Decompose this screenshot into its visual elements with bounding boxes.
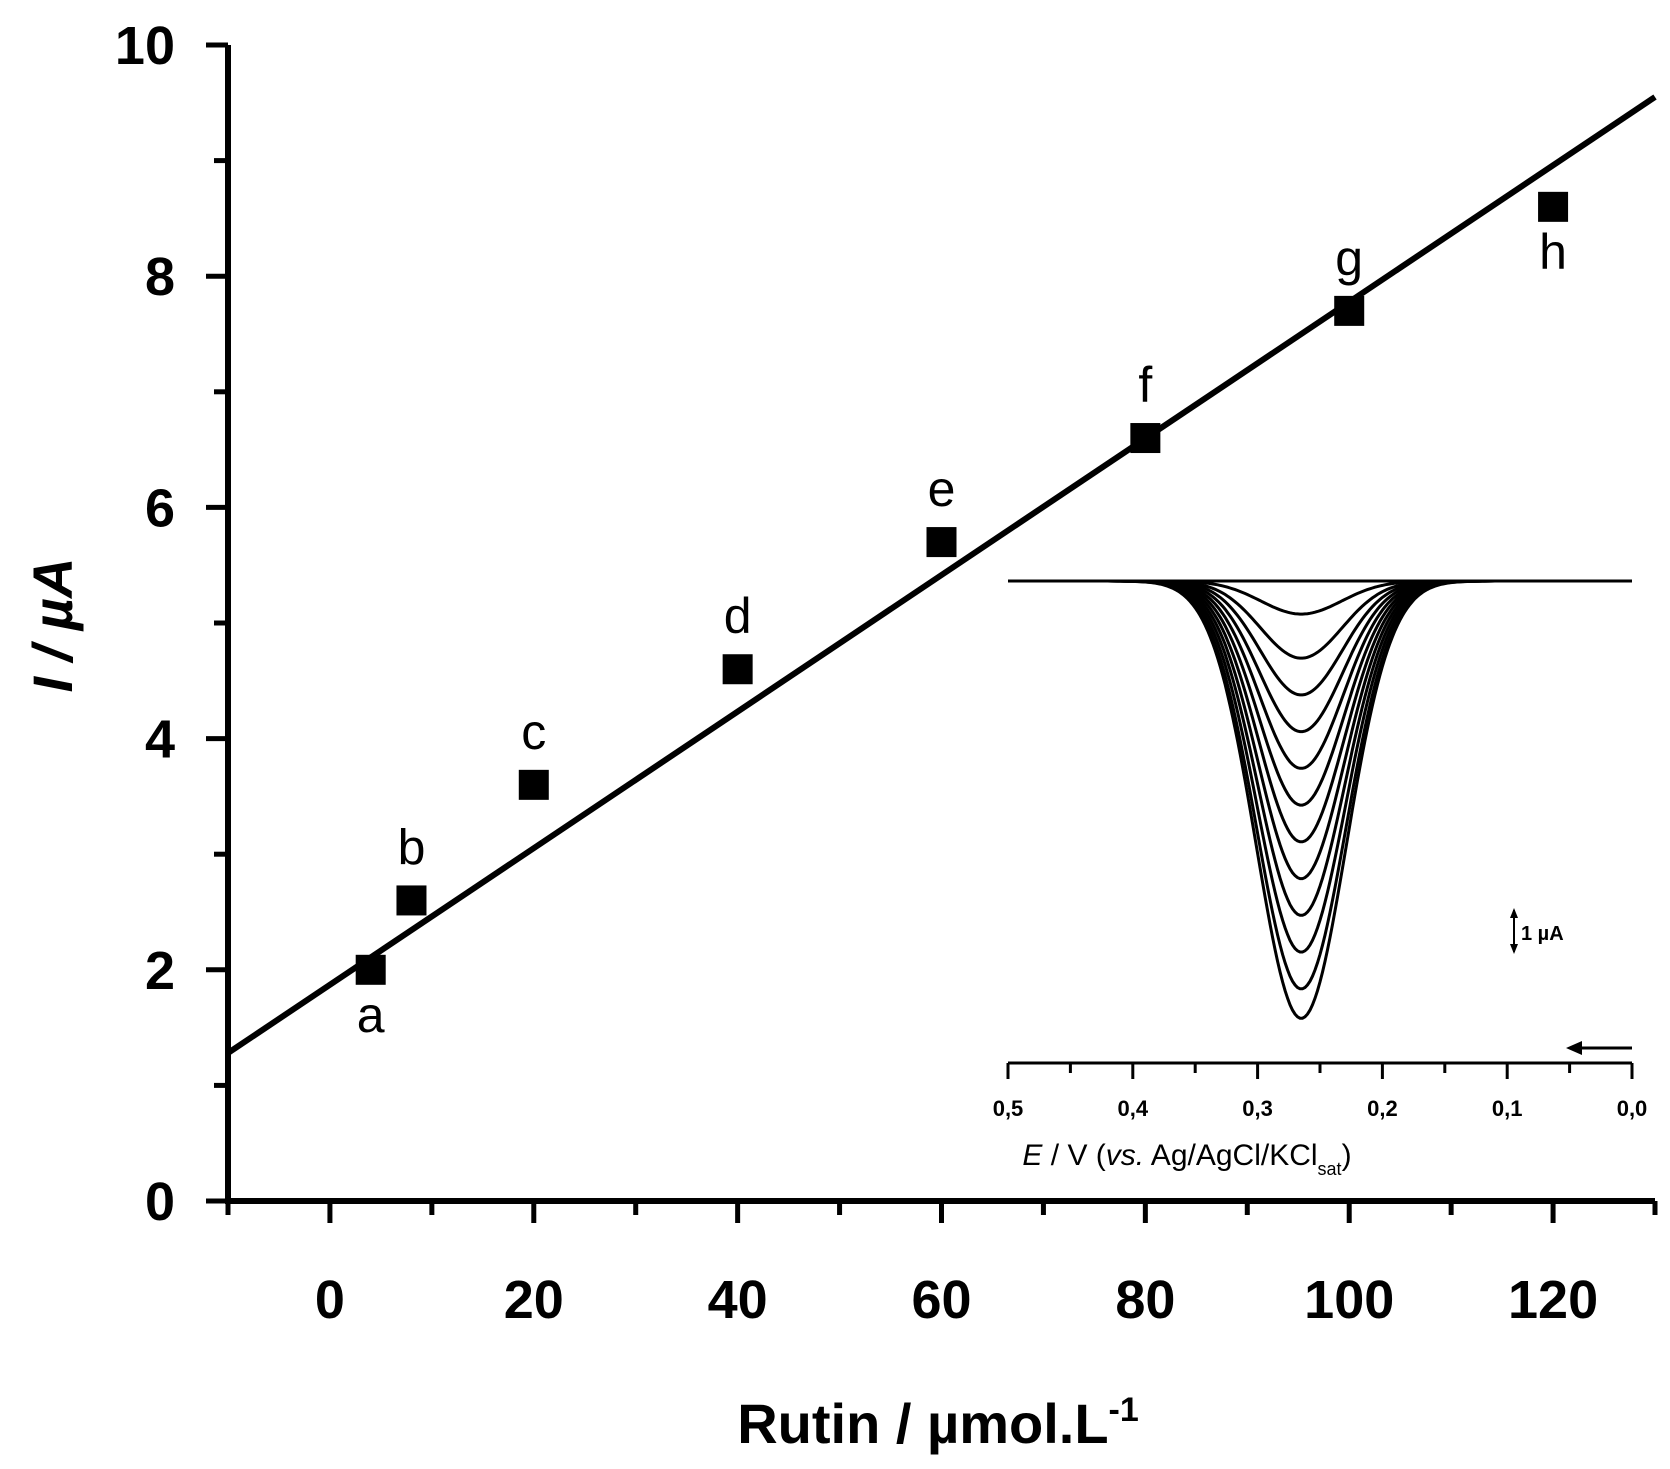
main-plot-axes bbox=[225, 45, 1655, 1204]
data-point-marker bbox=[518, 769, 549, 800]
inset-tick-label: 0,1 bbox=[1492, 1096, 1523, 1121]
x-tick-label: 60 bbox=[911, 1270, 971, 1330]
x-tick-label: 40 bbox=[708, 1270, 768, 1330]
inset-tick-label: 0,5 bbox=[993, 1096, 1024, 1121]
inset-voltammogram-curve bbox=[1008, 579, 1632, 697]
data-point-labels: a b c d e f g h bbox=[357, 224, 1567, 1043]
inset-ticks bbox=[1006, 1063, 1634, 1079]
x-tick-label: 20 bbox=[504, 1270, 564, 1330]
linear-fit-line bbox=[226, 94, 1657, 1056]
y-tick-label: 0 bbox=[145, 1172, 175, 1232]
y-axis-title: I / µA bbox=[21, 558, 84, 693]
data-point-label: f bbox=[1138, 357, 1152, 413]
x-tick-label: 120 bbox=[1508, 1270, 1598, 1330]
x-axis-title: Rutin / µmol.L-1 bbox=[737, 1391, 1139, 1455]
y-tick-label: 8 bbox=[145, 247, 175, 307]
inset-curves bbox=[1008, 579, 1632, 1020]
main-plot-tick-labels: 0 20 40 60 80 100 120 0 2 4 6 8 10 bbox=[115, 16, 1598, 1330]
main-plot-ticks bbox=[206, 42, 1658, 1223]
inset-voltammogram-curve bbox=[1008, 579, 1632, 660]
data-point-label: d bbox=[724, 588, 752, 644]
inset-voltammogram-curve bbox=[1008, 579, 1632, 1020]
inset-tick-label: 0,2 bbox=[1367, 1096, 1398, 1121]
inset-voltammogram-curve bbox=[1008, 579, 1632, 881]
x-tick-label: 0 bbox=[315, 1270, 345, 1330]
data-point-marker bbox=[722, 654, 753, 685]
x-tick-label: 100 bbox=[1304, 1270, 1394, 1330]
inset-tick-label: 0,3 bbox=[1242, 1096, 1273, 1121]
inset-voltammogram-curve bbox=[1008, 579, 1632, 734]
data-point-label: g bbox=[1335, 230, 1363, 286]
data-points bbox=[355, 191, 1569, 985]
data-point-marker bbox=[1130, 423, 1161, 454]
inset-voltammogram-curve bbox=[1008, 579, 1632, 807]
data-point-marker bbox=[1538, 191, 1569, 222]
inset-tick-labels: 0,5 0,4 0,3 0,2 0,1 0,0 bbox=[993, 1096, 1648, 1121]
inset-voltammogram-curve bbox=[1008, 579, 1632, 616]
inset-voltammogram-curve bbox=[1008, 579, 1632, 844]
data-point-marker bbox=[926, 527, 957, 558]
current-scale-bar: 1 µA bbox=[1510, 908, 1564, 954]
scan-direction-arrow-icon bbox=[1566, 1041, 1632, 1055]
inset-voltammogram-curve bbox=[1008, 579, 1632, 954]
data-point-marker bbox=[355, 954, 386, 985]
data-point-label: h bbox=[1539, 224, 1567, 280]
data-point-label: a bbox=[357, 987, 385, 1043]
scale-bar-label: 1 µA bbox=[1521, 923, 1564, 945]
data-point-marker bbox=[396, 885, 427, 916]
y-tick-label: 6 bbox=[145, 478, 175, 538]
inset-voltammogram-curve bbox=[1008, 579, 1632, 770]
data-point-label: e bbox=[928, 461, 956, 517]
data-point-label: b bbox=[398, 819, 426, 875]
x-tick-label: 80 bbox=[1115, 1270, 1175, 1330]
inset-voltammogram: 0,5 0,4 0,3 0,2 0,1 0,0 E / V (vs. Ag/AgCl/KC… bbox=[993, 579, 1648, 1179]
inset-tick-label: 0,4 bbox=[1118, 1096, 1149, 1121]
data-point-label: c bbox=[521, 704, 546, 760]
data-point-marker bbox=[1334, 295, 1365, 326]
inset-tick-label: 0,0 bbox=[1617, 1096, 1648, 1121]
y-tick-label: 10 bbox=[115, 16, 175, 76]
inset-x-axis-title: E / V (vs. Ag/AgCl/KClsat) bbox=[1022, 1139, 1351, 1179]
y-tick-label: 4 bbox=[145, 710, 175, 770]
y-tick-label: 2 bbox=[145, 941, 175, 1001]
